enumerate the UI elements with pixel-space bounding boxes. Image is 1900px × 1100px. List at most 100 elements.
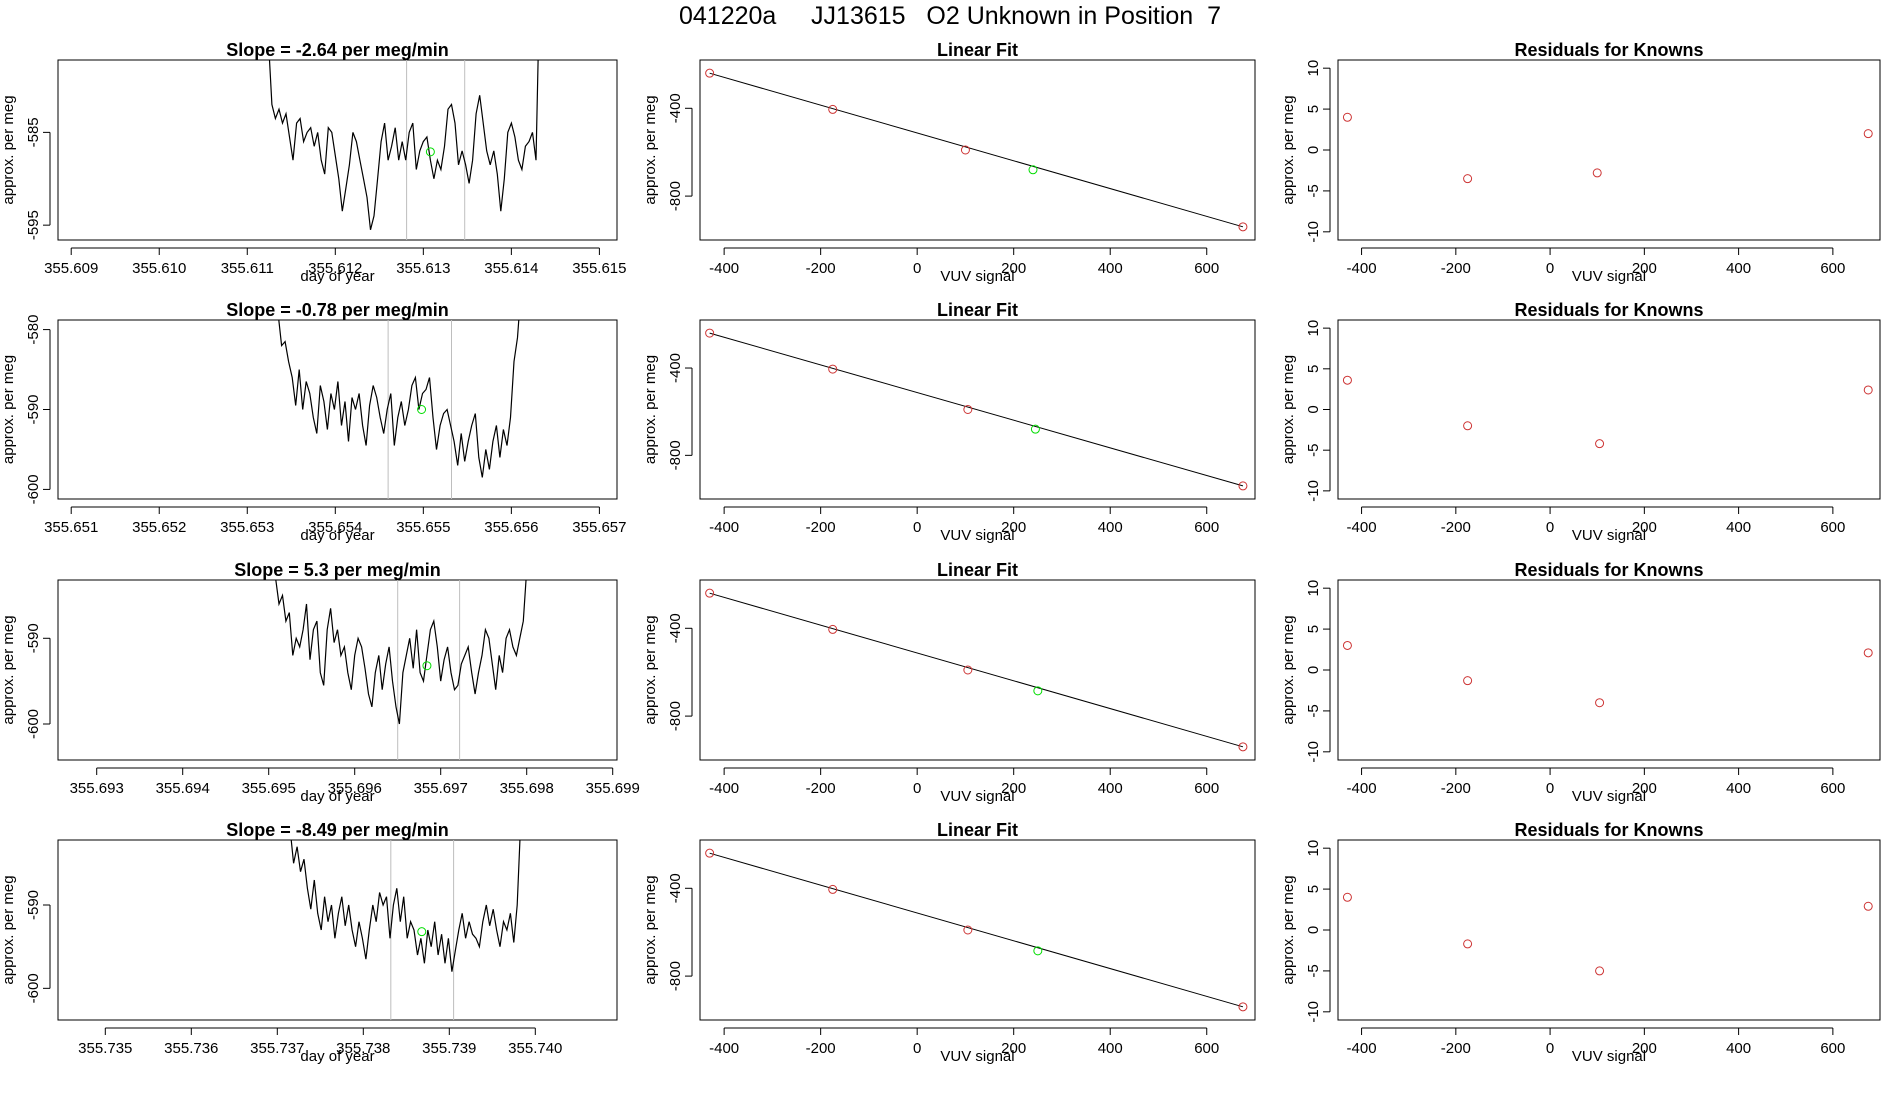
- x-tick-label: 0: [1546, 519, 1554, 536]
- residual-point: [1342, 375, 1352, 385]
- y-tick-label: 10: [1305, 320, 1322, 337]
- fit-line: [709, 332, 1244, 487]
- x-tick-label: 400: [1098, 519, 1123, 536]
- x-tick-label: 355.654: [308, 519, 362, 536]
- y-axis-label: approx. per meg: [1280, 875, 1297, 984]
- x-tick-label: 355.737: [250, 1040, 304, 1057]
- y-axis-label: approx. per meg: [1280, 95, 1297, 204]
- x-tick-label: 400: [1098, 780, 1123, 797]
- y-tick-label: -580: [25, 315, 42, 345]
- x-tick-label: 400: [1726, 519, 1751, 536]
- data-series-line: [268, 60, 539, 230]
- y-tick-label: -5: [1305, 444, 1322, 457]
- plot-frame: [57, 319, 618, 500]
- known-standard-point: [1238, 481, 1248, 491]
- plot-title: Linear Fit: [937, 820, 1018, 840]
- y-tick-label: -600: [25, 709, 42, 739]
- x-tick-label: -200: [1441, 519, 1471, 536]
- x-tick-label: 400: [1726, 260, 1751, 277]
- residual-point: [1595, 698, 1605, 708]
- y-axis-label: approx. per meg: [642, 355, 659, 464]
- unknown-point: [1033, 686, 1043, 696]
- x-tick-label: 200: [1001, 1040, 1026, 1057]
- y-tick-label: 10: [1305, 60, 1322, 77]
- x-tick-label: 355.697: [414, 780, 468, 797]
- y-tick-label: -10: [1305, 1001, 1322, 1023]
- y-tick-label: 0: [1305, 146, 1322, 154]
- x-tick-label: 200: [1001, 780, 1026, 797]
- plot-title: Residuals for Knowns: [1514, 560, 1703, 580]
- x-tick-label: -400: [1347, 519, 1377, 536]
- residual-point: [1463, 939, 1473, 949]
- x-tick-label: 200: [1632, 260, 1657, 277]
- x-tick-label: -400: [709, 780, 739, 797]
- known-standard-point: [963, 405, 973, 414]
- plot-frame: [1337, 839, 1881, 1021]
- x-axis-label: VUV signal: [1572, 788, 1646, 805]
- x-tick-label: 355.738: [336, 1040, 390, 1057]
- y-axis-label: approx. per meg: [1280, 355, 1297, 464]
- x-tick-label: 0: [913, 1040, 921, 1057]
- x-tick-label: -400: [709, 260, 739, 277]
- x-tick-label: 600: [1820, 260, 1845, 277]
- known-standard-point: [1238, 1002, 1248, 1012]
- y-tick-label: 10: [1305, 580, 1322, 597]
- x-axis-label: VUV signal: [940, 1048, 1014, 1065]
- x-tick-label: 355.652: [132, 519, 186, 536]
- x-tick-label: 600: [1194, 780, 1219, 797]
- plot-frame: [57, 579, 618, 761]
- unknown-point: [1028, 165, 1038, 175]
- y-axis-label: approx. per meg: [0, 615, 17, 724]
- residual-point: [1463, 676, 1473, 686]
- x-tick-label: 355.610: [132, 260, 186, 277]
- x-tick-label: 400: [1726, 1040, 1751, 1057]
- x-tick-label: 355.739: [422, 1040, 476, 1057]
- x-tick-label: 0: [1546, 1040, 1554, 1057]
- x-tick-label: 600: [1194, 260, 1219, 277]
- plot-frame: [699, 839, 1256, 1021]
- x-tick-label: 600: [1194, 1040, 1219, 1057]
- y-tick-label: 5: [1305, 365, 1322, 373]
- x-axis-label: day of year: [300, 1048, 374, 1065]
- residual-point: [1463, 174, 1473, 184]
- plot-title: Slope = -0.78 per meg/min: [226, 300, 449, 320]
- x-tick-label: -400: [709, 519, 739, 536]
- x-tick-label: 355.614: [484, 260, 538, 277]
- y-tick-label: -10: [1305, 741, 1322, 763]
- residual-point: [1863, 385, 1873, 395]
- x-tick-label: 0: [913, 260, 921, 277]
- x-tick-label: 0: [913, 780, 921, 797]
- unknown-mean-point: [417, 927, 427, 937]
- plot-title: Residuals for Knowns: [1514, 300, 1703, 320]
- y-tick-label: -5: [1305, 964, 1322, 977]
- plot-title: Slope = 5.3 per meg/min: [234, 560, 441, 580]
- x-tick-label: 355.611: [221, 260, 274, 277]
- x-tick-label: 200: [1632, 1040, 1657, 1057]
- x-tick-label: -200: [806, 780, 836, 797]
- x-tick-label: -400: [1347, 780, 1377, 797]
- y-tick-label: 0: [1305, 926, 1322, 934]
- y-tick-label: 5: [1305, 885, 1322, 893]
- plot-title: Linear Fit: [937, 300, 1018, 320]
- plot-frame: [1337, 579, 1881, 761]
- x-tick-label: 0: [1546, 260, 1554, 277]
- residual-point: [1595, 439, 1605, 449]
- y-tick-label: -600: [25, 474, 42, 504]
- x-axis-label: day of year: [300, 788, 374, 805]
- unknown-point: [1030, 424, 1040, 434]
- x-tick-label: 355.736: [164, 1040, 218, 1057]
- known-standard-point: [1238, 742, 1248, 752]
- fit-line: [709, 852, 1244, 1008]
- x-tick-label: 0: [1546, 780, 1554, 797]
- known-standard-point: [963, 665, 973, 675]
- x-tick-label: -400: [1347, 1040, 1377, 1057]
- fit-line: [709, 72, 1244, 228]
- y-axis-label: approx. per meg: [642, 875, 659, 984]
- plot-frame: [699, 59, 1256, 241]
- y-tick-label: 5: [1305, 625, 1322, 633]
- x-tick-label: 355.698: [500, 780, 554, 797]
- known-standard-point: [828, 104, 838, 114]
- y-tick-label: -5: [1305, 184, 1322, 197]
- x-axis-label: day of year: [300, 527, 374, 544]
- residual-point: [1342, 892, 1352, 902]
